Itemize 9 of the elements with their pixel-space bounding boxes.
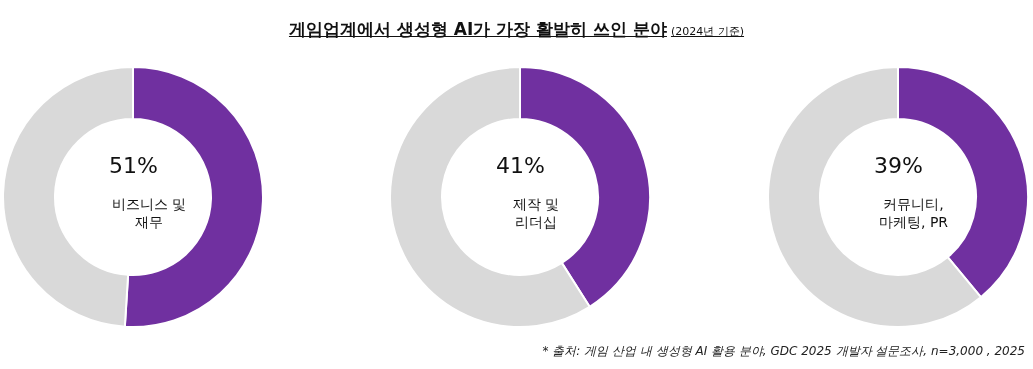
slice-label: 비즈니스 및 재무 [112,196,187,231]
data-label: 41% [496,153,545,178]
data-label: 39% [874,153,923,178]
text: (2024년 기준) [670,25,745,38]
chart-title: 게임업계에서 생성형 AI가 가장 활발히 쓰인 분야 [288,19,667,39]
data-label: 51% [109,153,158,178]
slice-label: 커뮤니티, 마케팅, PR [879,196,949,231]
slice-label: 제작 및 리더십 [513,196,560,231]
text: * 출처: 게임 산업 내 생성형 AI 활용 분야, GDC 2025 개발자 설문조사, n=3,000 , 2025 [542,343,1025,360]
